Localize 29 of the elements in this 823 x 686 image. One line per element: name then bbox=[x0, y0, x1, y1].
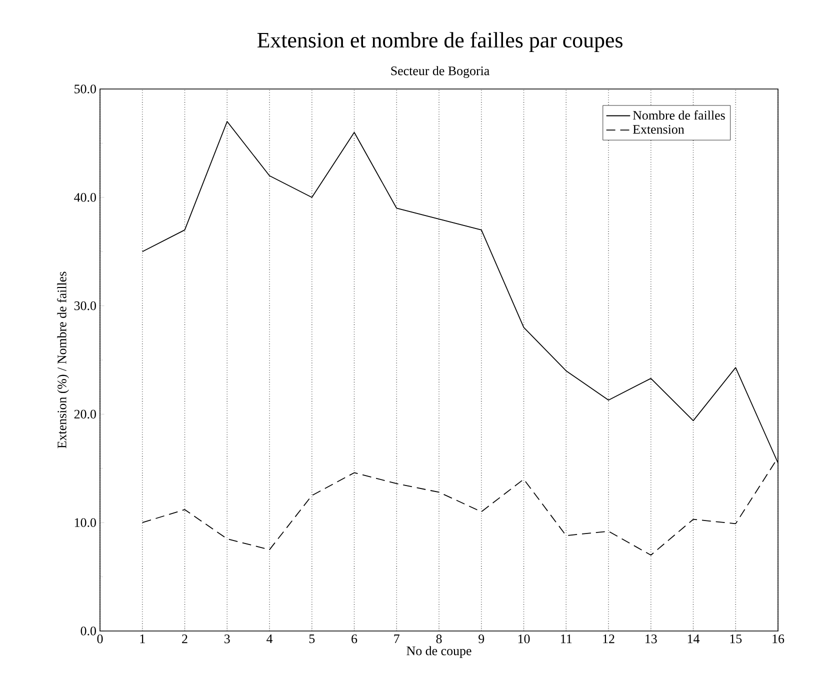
x-tick-label: 4 bbox=[266, 634, 273, 644]
y-tick-label: 0.0 bbox=[80, 626, 96, 636]
x-tick-label: 9 bbox=[478, 634, 484, 644]
x-tick-label: 13 bbox=[646, 634, 657, 644]
x-tick-label: 8 bbox=[436, 634, 442, 644]
legend-label: Nombre de failles bbox=[632, 110, 725, 120]
legend-label: Extension bbox=[632, 125, 684, 134]
y-tick-label: 10.0 bbox=[74, 518, 96, 527]
y-tick-label: 50.0 bbox=[74, 84, 96, 94]
x-tick-label: 5 bbox=[309, 634, 315, 644]
x-tick-label: 7 bbox=[394, 634, 400, 643]
x-tick-label: 12 bbox=[603, 634, 614, 644]
x-tick-label: 16 bbox=[772, 634, 784, 644]
x-tick-label: 2 bbox=[182, 634, 188, 644]
x-tick-label: 15 bbox=[730, 634, 742, 644]
y-tick-label: 20.0 bbox=[74, 410, 96, 419]
x-tick-label: 11 bbox=[561, 634, 572, 644]
x-tick-label: 10 bbox=[518, 634, 530, 644]
x-tick-label: 6 bbox=[352, 634, 358, 644]
y-tick-label: 30.0 bbox=[74, 301, 96, 310]
y-tick-label: 40.0 bbox=[74, 193, 96, 202]
chart-title: Extension et nombre de failles par coupes bbox=[257, 32, 622, 52]
x-tick-label: 1 bbox=[140, 634, 145, 644]
y-axis-title: Extension (%) / Nombre de failles bbox=[57, 272, 69, 448]
x-tick-label: 3 bbox=[224, 634, 230, 644]
chart-subtitle: Secteur de Bogoria bbox=[391, 66, 490, 78]
x-tick-label: 14 bbox=[688, 634, 700, 644]
x-tick-label: 0 bbox=[97, 634, 103, 644]
x-axis-title: No de coupe bbox=[406, 646, 472, 658]
